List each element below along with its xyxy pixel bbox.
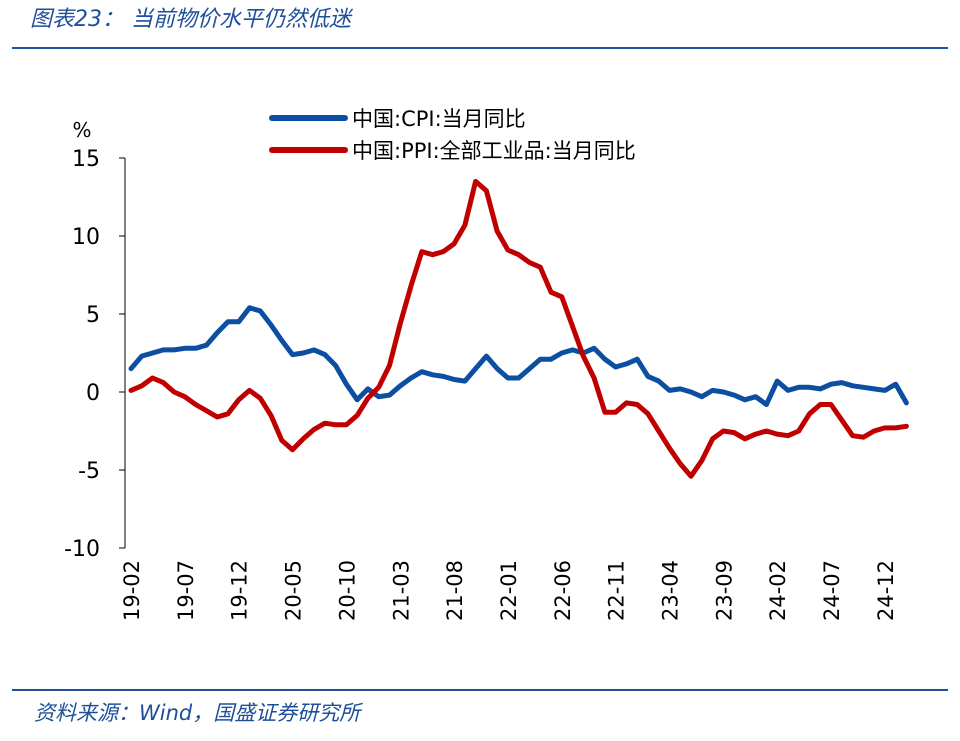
source-note: 资料来源：Wind，国盛证券研究所 [34, 701, 363, 725]
chart-title: 图表23： 当前物价水平仍然低迷 [30, 7, 354, 32]
x-tick-label: 22-06 [551, 560, 575, 621]
y-tick-label: 0 [86, 381, 100, 406]
x-tick-label: 20-05 [282, 560, 306, 621]
x-tick-label: 20-10 [335, 560, 359, 621]
x-tick-label: 21-03 [389, 560, 413, 621]
y-tick-label: -10 [64, 537, 100, 562]
x-tick-label: 24-02 [766, 560, 790, 621]
x-tick-label: 22-01 [497, 560, 521, 621]
y-tick-label: 5 [86, 303, 100, 328]
x-tick-label: 19-07 [174, 560, 198, 621]
x-tick-label: 22-11 [605, 560, 629, 621]
legend-label: 中国:PPI:全部工业品:当月同比 [352, 139, 636, 163]
x-tick-label: 19-12 [228, 560, 252, 621]
x-tick-label: 24-07 [820, 560, 844, 621]
x-tick-label: 21-08 [443, 560, 467, 621]
x-tick-label: 23-09 [712, 560, 736, 621]
y-unit: % [72, 118, 91, 142]
x-tick-label: 23-04 [659, 560, 683, 621]
series-line [128, 178, 909, 479]
x-tick-label: 19-02 [120, 560, 144, 621]
y-tick-label: 10 [72, 225, 100, 250]
x-tick-label: 24-12 [874, 560, 898, 621]
y-tick-label: -5 [78, 459, 100, 484]
y-tick-label: 15 [72, 147, 100, 172]
series-line [128, 305, 909, 407]
legend-label: 中国:CPI:当月同比 [352, 107, 526, 131]
